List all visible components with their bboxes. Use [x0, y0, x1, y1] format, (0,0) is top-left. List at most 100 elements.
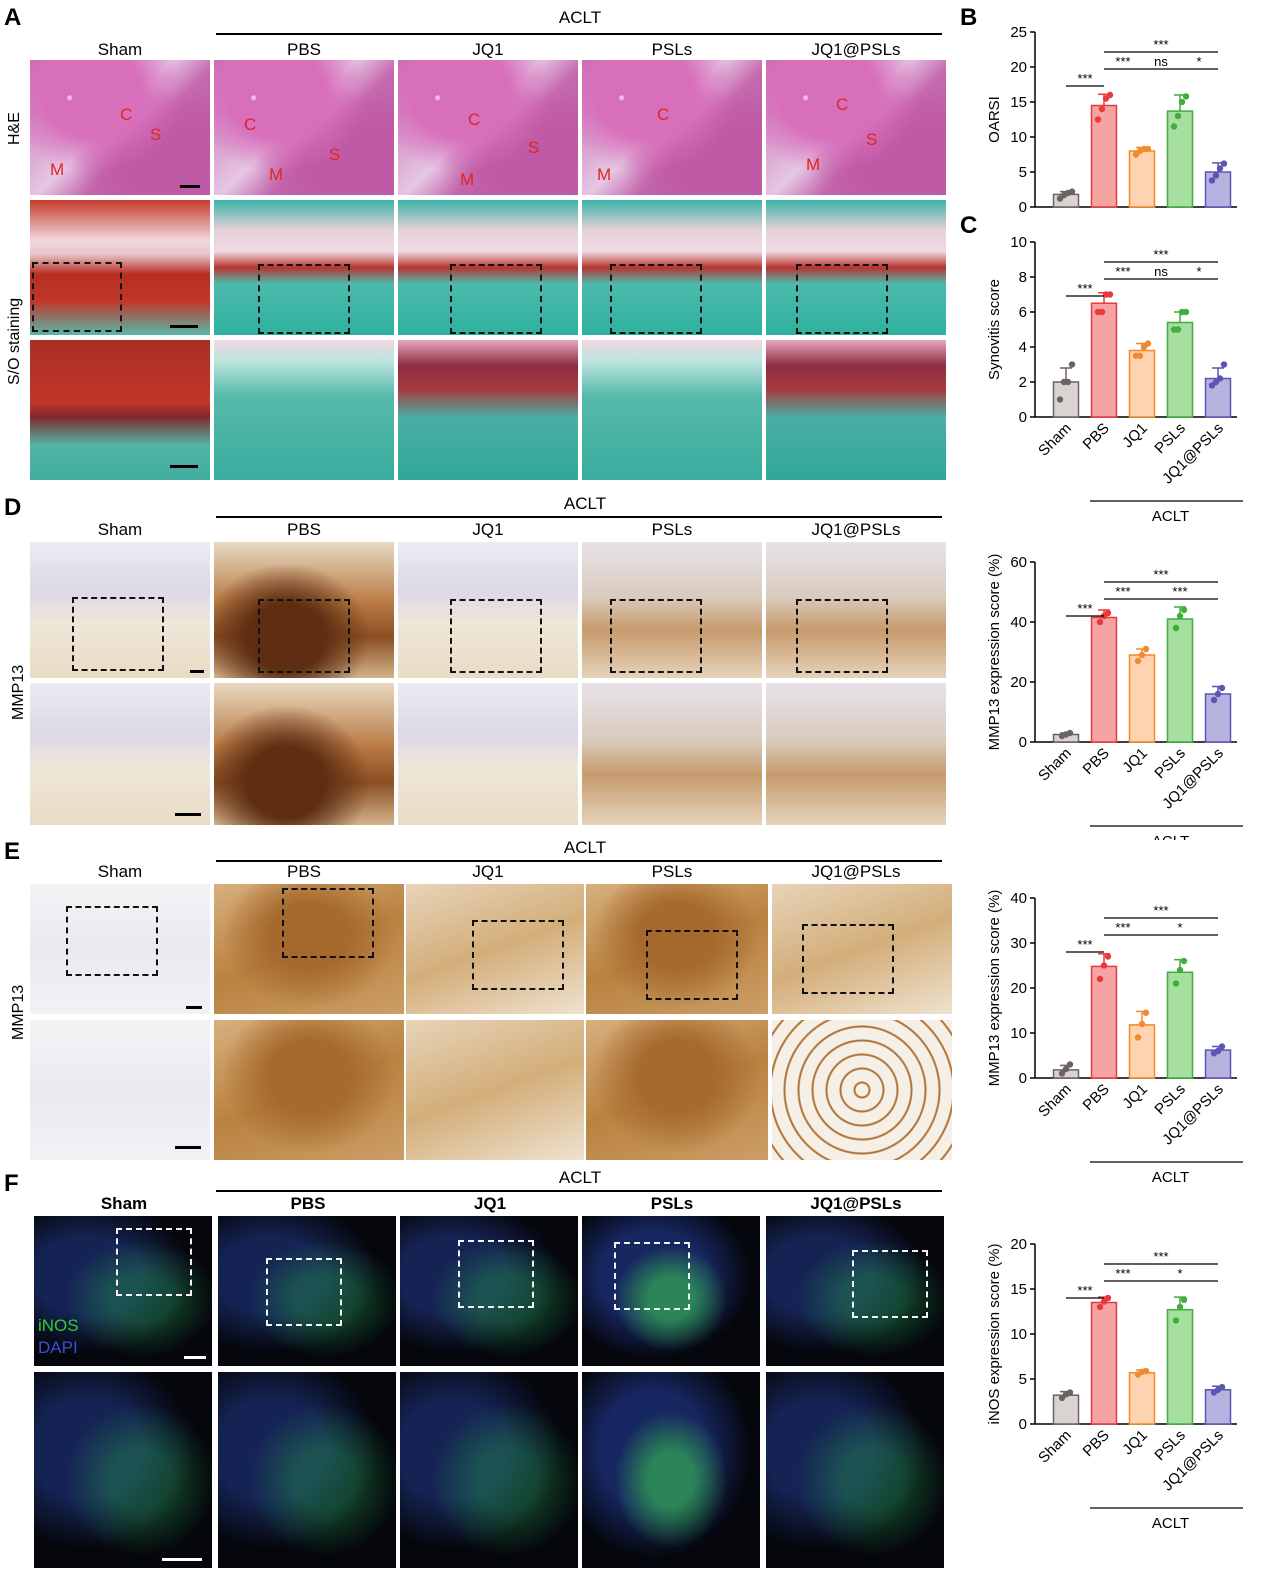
data-point: [1138, 651, 1146, 659]
bar-jq1-psls: [1204, 1049, 1232, 1079]
y-axis-label: Synovitis score: [986, 279, 1003, 380]
row-label-so: S/O staining: [6, 297, 23, 385]
significance-label: ***: [1153, 567, 1168, 582]
data-point: [1182, 308, 1190, 316]
roi-box: [614, 1242, 690, 1310]
tissue-letter-m: M: [50, 160, 65, 179]
y-tick-label: 15: [1010, 94, 1027, 111]
x-tick-label: PBS: [1080, 420, 1113, 453]
tissue-letter-s: S: [329, 145, 341, 164]
data-point: [1062, 1065, 1070, 1073]
group-label-psls-d: PSLs: [651, 520, 693, 539]
so-zoom-sham: [30, 340, 210, 480]
he-image-jq1psls: C S M: [766, 60, 946, 195]
significance-label: ***: [1077, 937, 1092, 952]
ihc-zoom-pbs-e: [214, 1020, 404, 1160]
data-point: [1176, 966, 1184, 974]
data-point: [1100, 962, 1108, 969]
significance-label: ***: [1153, 1249, 1168, 1264]
group-label-jq1psls-e: JQ1@PSLs: [811, 862, 901, 881]
so-zoom-psls: [582, 340, 762, 480]
significance-label: ***: [1115, 54, 1130, 69]
y-tick-label: 0: [1019, 199, 1027, 216]
roi-box: [450, 599, 542, 673]
ihc-image-sham-e: [30, 884, 210, 1014]
data-point: [1098, 105, 1106, 113]
data-point: [1216, 165, 1224, 172]
data-point: [1220, 160, 1228, 167]
significance-label: *: [1177, 920, 1182, 935]
if-image-jq1: [400, 1216, 578, 1366]
roi-box: [472, 920, 564, 990]
ihc-zoom-jq1psls-e: [772, 1020, 952, 1160]
if-image-jq1psls: [766, 1216, 944, 1366]
y-tick-label: 10: [1010, 1025, 1027, 1042]
roi-box: [458, 1240, 534, 1308]
roi-box: [796, 599, 888, 673]
ihc-zoom-psls-d: [582, 683, 762, 825]
roi-box: [72, 597, 164, 671]
bar-jq1: [1128, 150, 1156, 208]
significance-label: ***: [1115, 1266, 1130, 1281]
tissue-letter-c: C: [836, 95, 849, 114]
data-point: [1066, 1061, 1074, 1068]
data-point: [1220, 361, 1228, 368]
if-zoom-pbs: [218, 1372, 396, 1568]
ihc-zoom-sham-e: [30, 1020, 210, 1160]
data-point: [1182, 93, 1190, 100]
chart-mmp13-synovium: 0 10 20 30 40 MMP13 expression score (%) Sham P…: [986, 890, 1243, 1186]
significance-label: ***: [1115, 584, 1130, 599]
bar-jq1: [1128, 654, 1156, 743]
data-point: [1066, 729, 1074, 737]
aclt-label-f: ACLT: [558, 1168, 602, 1187]
tissue-letter-s: S: [866, 130, 878, 149]
bar-jq1: [1128, 349, 1156, 418]
data-point: [1178, 98, 1186, 106]
ihc-image-jq1-e: [406, 884, 584, 1014]
data-point: [1064, 378, 1072, 386]
y-tick-label: 20: [1010, 59, 1027, 76]
data-point: [1142, 1009, 1150, 1016]
ihc-image-jq1psls-e: [772, 884, 952, 1014]
data-point: [1106, 91, 1114, 99]
scale-bar: [180, 185, 200, 188]
ihc-zoom-jq1-e: [406, 1020, 584, 1160]
if-image-pbs: [218, 1216, 396, 1366]
tissue-letter-m: M: [269, 165, 284, 184]
data-point: [1066, 1389, 1074, 1396]
bar-jq1-psls: [1204, 693, 1232, 743]
tissue-letter-m: M: [597, 165, 612, 184]
if-zoom-jq1psls: [766, 1372, 944, 1568]
data-point: [1104, 953, 1112, 960]
x-tick-label: JQ1: [1119, 1427, 1150, 1458]
so-zoom-pbs: [214, 340, 394, 480]
data-point: [1134, 657, 1142, 665]
ihc-image-sham-d: [30, 542, 210, 678]
bar-pbs: [1090, 965, 1118, 1079]
roi-box: [852, 1250, 928, 1318]
tissue-letter-m: M: [460, 170, 475, 189]
roi-box: [66, 906, 158, 976]
so-zoom-jq1psls: [766, 340, 946, 480]
roi-box: [802, 924, 894, 994]
y-tick-label: 0: [1019, 409, 1027, 426]
tissue-letter-c: C: [120, 105, 133, 124]
x-tick-label: PBS: [1080, 745, 1113, 778]
group-label-jq1psls-f: JQ1@PSLs: [810, 1194, 902, 1213]
data-point: [1210, 696, 1218, 704]
bar-psls: [1166, 321, 1194, 418]
data-point: [1180, 606, 1188, 614]
y-tick-label: 20: [1010, 980, 1027, 997]
data-point: [1170, 123, 1178, 130]
tissue-letter-m: M: [806, 155, 821, 174]
data-point: [1104, 609, 1112, 617]
x-tick-label: PBS: [1080, 1081, 1113, 1114]
y-tick-label: 5: [1019, 164, 1027, 181]
significance-label: ***: [1153, 247, 1168, 262]
significance-label: ***: [1077, 601, 1092, 616]
y-tick-label: 6: [1019, 304, 1027, 321]
panel-letter-c: C: [960, 212, 978, 239]
aclt-line-e: [216, 860, 942, 862]
group-label-psls-e: PSLs: [651, 862, 693, 881]
y-axis-label: MMP13 expression score (%): [986, 554, 1003, 751]
